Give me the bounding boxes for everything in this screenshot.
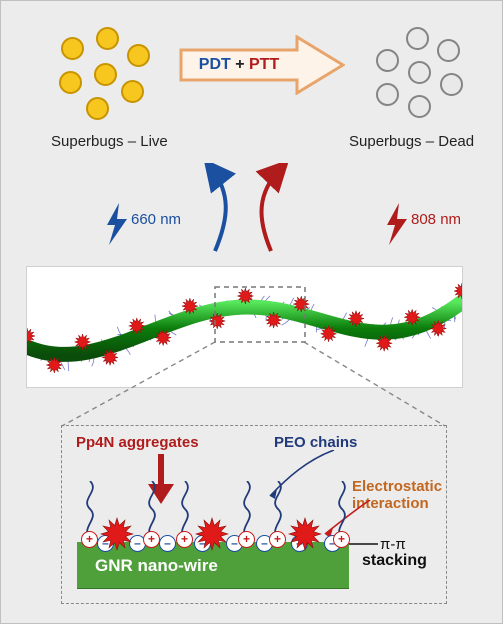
cell-circle	[408, 61, 431, 84]
top-section: Superbugs – Live Superbugs – Dead PDT + …	[11, 11, 492, 171]
cell-circle	[376, 83, 399, 106]
pp4n-aggregate-icon	[98, 515, 136, 553]
cell-circle	[437, 39, 460, 62]
label-peo: PEO chains	[274, 434, 357, 451]
charge-positive: +	[81, 531, 98, 548]
cell-circle	[121, 80, 144, 103]
cell-circle	[440, 73, 463, 96]
wavelength-red: 808 nm	[411, 211, 461, 228]
charge-positive: +	[143, 531, 160, 548]
charge-positive: +	[333, 531, 350, 548]
cell-circle	[376, 49, 399, 72]
mid-section: 660 nm 808 nm	[11, 171, 492, 251]
gnr-label: GNR nano-wire	[95, 556, 218, 576]
charge-positive: +	[269, 531, 286, 548]
pp4n-aggregate-icon	[286, 515, 324, 553]
cell-circle	[127, 44, 150, 67]
arrow-plus: +	[231, 56, 249, 74]
pp4n-aggregate-icon	[193, 515, 231, 553]
bolt-red-icon	[381, 203, 411, 245]
detail-box: Pp4N aggregates PEO chains Electrostatic…	[61, 425, 447, 604]
arrow-ptt: PTT	[249, 56, 279, 74]
charge-positive: +	[238, 531, 255, 548]
cell-circle	[94, 63, 117, 86]
arrow-pdt: PDT	[199, 56, 231, 74]
cell-circle	[96, 27, 119, 50]
label-pp4n: Pp4N aggregates	[76, 434, 199, 451]
process-arrow: PDT + PTT	[179, 35, 345, 95]
cell-circle	[86, 97, 109, 120]
nanowire-illustration	[26, 266, 463, 388]
caption-dead: Superbugs – Dead	[349, 133, 474, 150]
cell-circle	[61, 37, 84, 60]
bolt-blue-icon	[101, 203, 131, 245]
caption-live: Superbugs – Live	[51, 133, 168, 150]
cluster-dead	[351, 17, 471, 122]
charge-positive: +	[176, 531, 193, 548]
cluster-live	[41, 17, 161, 122]
figure-panel: Superbugs – Live Superbugs – Dead PDT + …	[0, 0, 503, 624]
cell-circle	[406, 27, 429, 50]
cell-circle	[59, 71, 82, 94]
wavelength-blue: 660 nm	[131, 211, 181, 228]
detail-molecules: ––––––––++++++	[77, 473, 349, 543]
cell-circle	[408, 95, 431, 118]
